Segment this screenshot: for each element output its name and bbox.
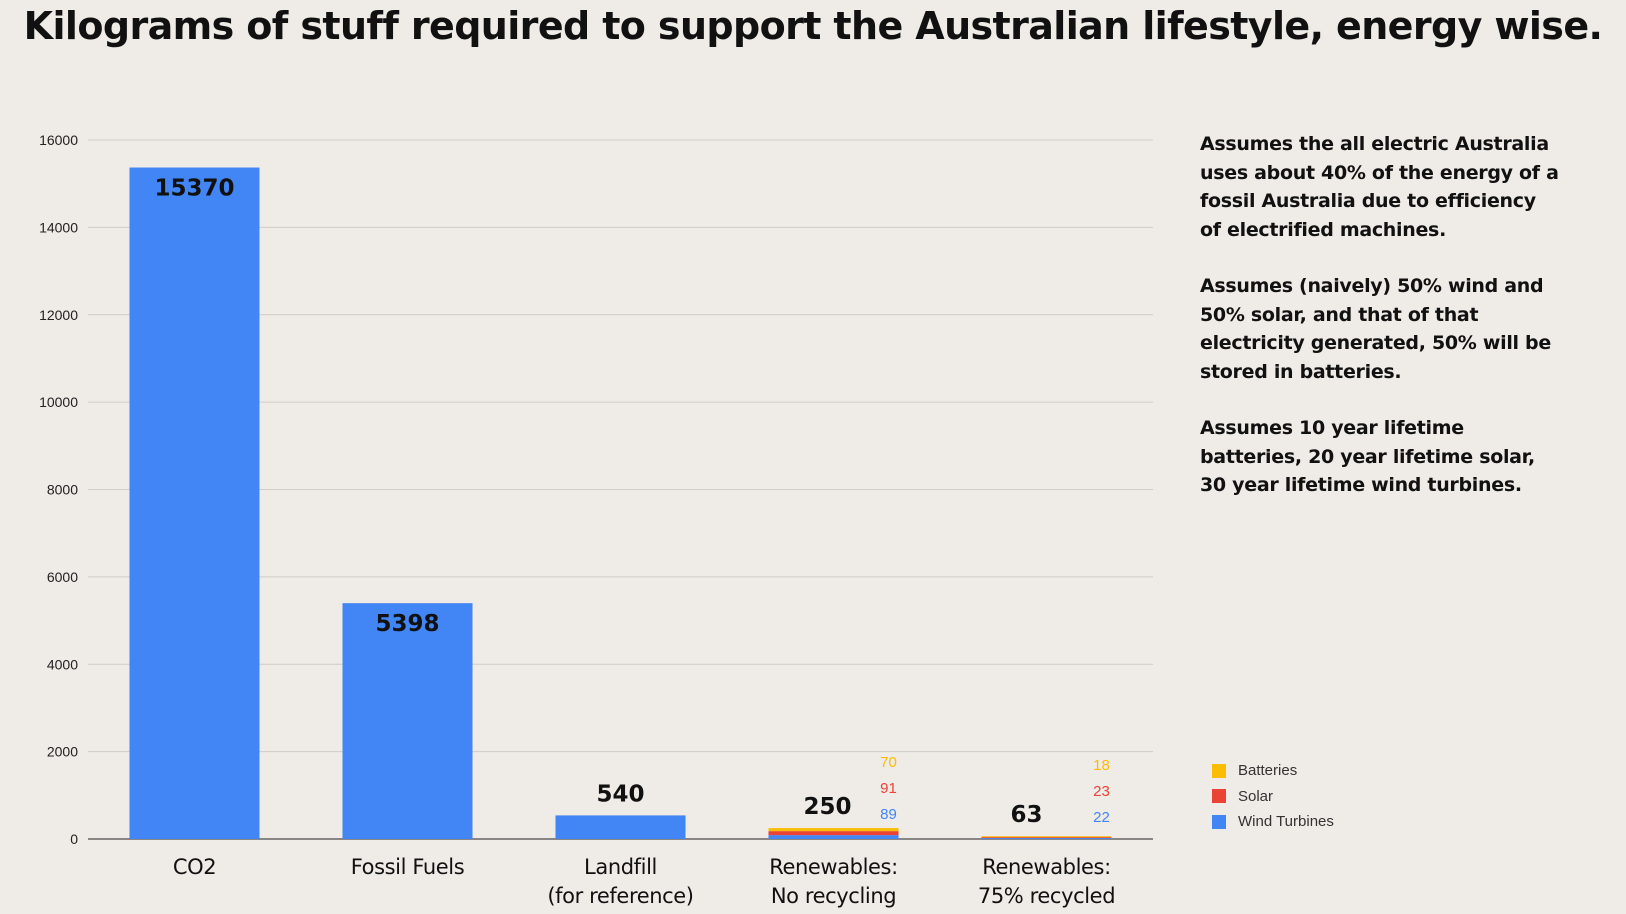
legend-item-wind-turbines: Wind Turbines: [1212, 809, 1334, 835]
bar-batteries: [768, 828, 899, 832]
segment-value-label: 89: [880, 806, 897, 823]
legend-label-solar: Solar: [1238, 787, 1274, 805]
bar-total-label: 540: [596, 781, 644, 807]
legend-swatch-batteries: [1212, 763, 1226, 778]
x-category-label: Landfill: [584, 855, 657, 879]
segment-value-label: 91: [880, 780, 897, 797]
bar-wind-turbines: [555, 815, 686, 839]
bar-solar: [981, 837, 1112, 839]
bar-wind-turbines: [981, 838, 1112, 840]
y-tick-label: 14000: [39, 219, 78, 235]
bar-solar: [768, 831, 899, 836]
legend-item-batteries: Batteries: [1212, 758, 1334, 784]
y-tick-label: 6000: [47, 569, 78, 585]
x-category-label: Renewables:: [769, 855, 898, 879]
x-category-label: Fossil Fuels: [351, 855, 465, 879]
chart-title: Kilograms of stuff required to support t…: [23, 4, 1603, 48]
x-category-label: (for reference): [547, 884, 693, 908]
segment-value-label: 18: [1093, 757, 1110, 774]
legend-label-wind-turbines: Wind Turbines: [1238, 813, 1334, 831]
y-tick-label: 10000: [39, 394, 78, 410]
segment-value-label: 70: [880, 754, 897, 771]
y-tick-label: 16000: [39, 132, 78, 148]
bar-wind-turbines: [768, 835, 899, 839]
y-tick-label: 12000: [39, 307, 78, 323]
y-tick-label: 4000: [47, 656, 78, 672]
bar-batteries: [981, 836, 1112, 838]
x-category-label: CO2: [173, 855, 216, 879]
x-category-label: Renewables:: [982, 855, 1111, 879]
legend-label-batteries: Batteries: [1238, 762, 1298, 780]
note-generation-mix: Assumes (naively) 50% wind and 50% solar…: [1200, 275, 1551, 383]
bar-total-label: 15370: [154, 176, 234, 202]
legend-swatch-wind-turbines: [1212, 814, 1226, 829]
bar-wind-turbines: [129, 167, 260, 839]
note-energy-efficiency: Assumes the all electric Australia uses …: [1200, 133, 1559, 241]
legend-swatch-solar: [1212, 789, 1226, 804]
bar-total-label: 250: [803, 794, 851, 820]
y-tick-label: 0: [70, 831, 78, 847]
y-tick-label: 8000: [47, 482, 78, 498]
assumption-notes: Assumes the all electric Australia uses …: [1200, 130, 1560, 528]
note-lifetimes: Assumes 10 year lifetime batteries, 20 y…: [1200, 417, 1535, 496]
segment-value-label: 23: [1093, 783, 1110, 800]
segment-value-label: 22: [1093, 809, 1110, 826]
x-category-label: No recycling: [771, 884, 896, 908]
chart-legend: Batteries Solar Wind Turbines: [1212, 758, 1334, 835]
bar-wind-turbines: [342, 603, 473, 839]
y-tick-label: 2000: [47, 744, 78, 760]
x-category-label: 75% recycled: [978, 884, 1115, 908]
bar-total-label: 5398: [375, 611, 439, 637]
legend-item-solar: Solar: [1212, 784, 1334, 810]
bar-total-label: 63: [1010, 802, 1042, 828]
